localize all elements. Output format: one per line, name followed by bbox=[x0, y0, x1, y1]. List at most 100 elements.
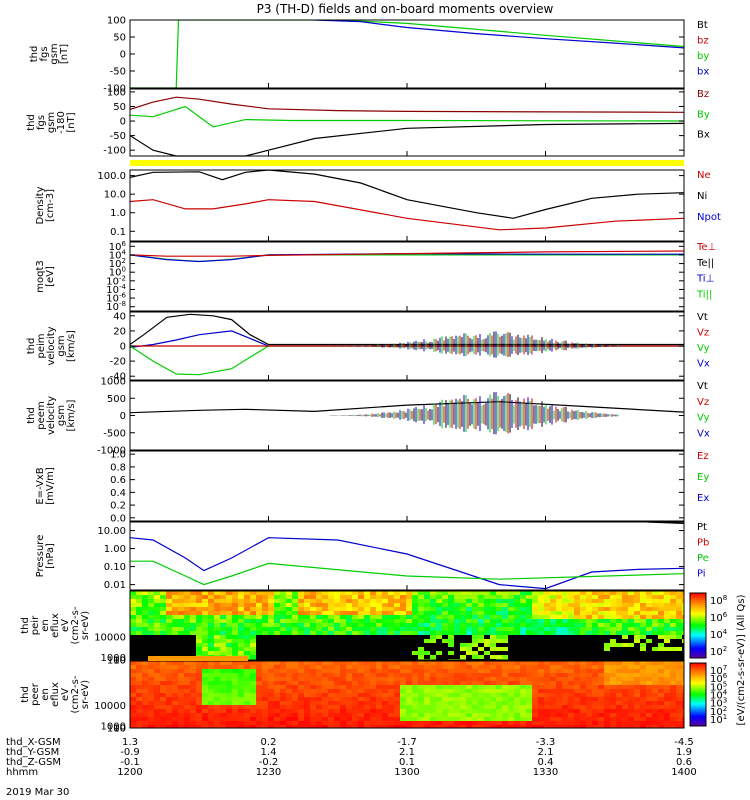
spectrogram-cell bbox=[400, 607, 407, 612]
ylabel-line: [nT] bbox=[66, 112, 77, 132]
spectrogram-cell bbox=[514, 685, 521, 690]
spectrogram-cell bbox=[208, 611, 215, 616]
spectrogram-cell bbox=[640, 595, 647, 600]
spectrogram-cell bbox=[280, 673, 287, 678]
ytick-label: 0.1 bbox=[110, 227, 126, 238]
spectrogram-cell bbox=[490, 615, 497, 620]
spectrogram-cell bbox=[166, 619, 173, 624]
spectrogram-cell bbox=[364, 709, 371, 714]
spectrogram-cell bbox=[388, 635, 395, 640]
spectrogram-cell bbox=[226, 603, 233, 608]
spectrogram-cell bbox=[322, 697, 329, 702]
colorbar-tick: 102 bbox=[710, 705, 727, 718]
spectrogram-cell bbox=[388, 655, 395, 660]
spectrogram-cell bbox=[628, 693, 635, 698]
spectrogram-cell bbox=[334, 673, 341, 678]
spectrogram-cell bbox=[430, 635, 437, 640]
spectrogram-cell bbox=[526, 643, 533, 648]
spectrogram-cell bbox=[382, 705, 389, 710]
spectrogram-cell bbox=[232, 595, 239, 600]
spectrogram-cell bbox=[652, 717, 659, 722]
spectrogram-cell bbox=[562, 639, 569, 644]
spectrogram-cell bbox=[172, 619, 179, 624]
spectrogram-cell bbox=[526, 651, 533, 656]
spectrogram-cell bbox=[604, 705, 611, 710]
spectrogram-cell bbox=[628, 647, 635, 652]
spectrogram-cell bbox=[622, 655, 629, 660]
spectrogram-cell bbox=[622, 627, 629, 632]
spectrogram-cell bbox=[514, 709, 521, 714]
spectrogram-cell bbox=[172, 615, 179, 620]
spectrogram-cell bbox=[130, 693, 137, 698]
spectrogram-cell bbox=[520, 631, 527, 636]
spectrogram-cell bbox=[268, 717, 275, 722]
spectrogram-cell bbox=[154, 693, 161, 698]
spectrogram-cell bbox=[352, 681, 359, 686]
spectrogram-cell bbox=[280, 713, 287, 718]
spectrogram-cell bbox=[544, 611, 551, 616]
spectrogram-cell bbox=[196, 615, 203, 620]
spectrogram-cell bbox=[178, 681, 185, 686]
spectrogram-cell bbox=[256, 651, 263, 656]
spectrogram-cell bbox=[238, 611, 245, 616]
spectrogram-cell bbox=[214, 705, 221, 710]
spectrogram-cell bbox=[370, 619, 377, 624]
spectrogram-cell bbox=[652, 599, 659, 604]
spectrogram-cell bbox=[184, 669, 191, 674]
spectrogram-cell bbox=[448, 607, 455, 612]
spectrogram-cell bbox=[364, 693, 371, 698]
spectrogram-cell bbox=[646, 651, 653, 656]
spectrogram-cell bbox=[154, 611, 161, 616]
spectrogram-cell bbox=[202, 725, 209, 728]
ylabel-line: gsm bbox=[46, 112, 57, 133]
ylabel-line: eflux bbox=[50, 613, 61, 638]
spectrogram-cell bbox=[400, 623, 407, 628]
spectrogram-cell bbox=[550, 717, 557, 722]
spectrogram-cell bbox=[268, 725, 275, 728]
spectrogram-cell bbox=[622, 721, 629, 726]
spectrogram-cell bbox=[514, 639, 521, 644]
spectrogram-cell bbox=[616, 591, 623, 596]
spectrogram-cell bbox=[202, 619, 209, 624]
spectrogram-cell bbox=[370, 635, 377, 640]
spectrogram-cell bbox=[574, 647, 581, 652]
spectrogram-cell bbox=[430, 689, 437, 694]
spectrogram-cell bbox=[340, 721, 347, 726]
spectrogram-cell bbox=[490, 639, 497, 644]
spectrogram-cell bbox=[484, 643, 491, 648]
spectrogram-cell bbox=[412, 685, 419, 690]
spectrogram-cell bbox=[490, 619, 497, 624]
spectrogram-cell bbox=[304, 639, 311, 644]
spectrogram-cell bbox=[442, 697, 449, 702]
spectrogram-cell bbox=[556, 677, 563, 682]
spectrogram-cell bbox=[322, 661, 329, 666]
spectrogram-cell bbox=[574, 607, 581, 612]
spectrogram-cell bbox=[208, 635, 215, 640]
spectrogram-cell bbox=[334, 697, 341, 702]
spectrogram-cell bbox=[430, 627, 437, 632]
spectrogram-cell bbox=[238, 721, 245, 726]
spectrogram-cell bbox=[622, 717, 629, 722]
spectrogram-cell bbox=[526, 615, 533, 620]
spectrogram-cell bbox=[502, 643, 509, 648]
spectrogram-cell bbox=[622, 689, 629, 694]
spectrogram-cell bbox=[604, 665, 611, 670]
spectrogram-cell bbox=[592, 681, 599, 686]
spectrogram-cell bbox=[424, 693, 431, 698]
spectrogram-cell bbox=[682, 661, 684, 666]
spectrogram-cell bbox=[568, 701, 575, 706]
spectrogram-cell bbox=[616, 615, 623, 620]
spectrogram-cell bbox=[340, 647, 347, 652]
spectrogram-cell bbox=[328, 665, 335, 670]
spectrogram-cell bbox=[490, 643, 497, 648]
spectrogram-cell bbox=[460, 721, 467, 726]
spectrogram-cell bbox=[280, 665, 287, 670]
spectrogram-cell bbox=[292, 725, 299, 728]
spectrogram-cell bbox=[430, 607, 437, 612]
spectrogram-cell bbox=[298, 713, 305, 718]
spectrogram-cell bbox=[436, 647, 443, 652]
spectrogram-cell bbox=[610, 623, 617, 628]
legend-By: By bbox=[697, 109, 710, 120]
spectrogram-cell bbox=[550, 697, 557, 702]
